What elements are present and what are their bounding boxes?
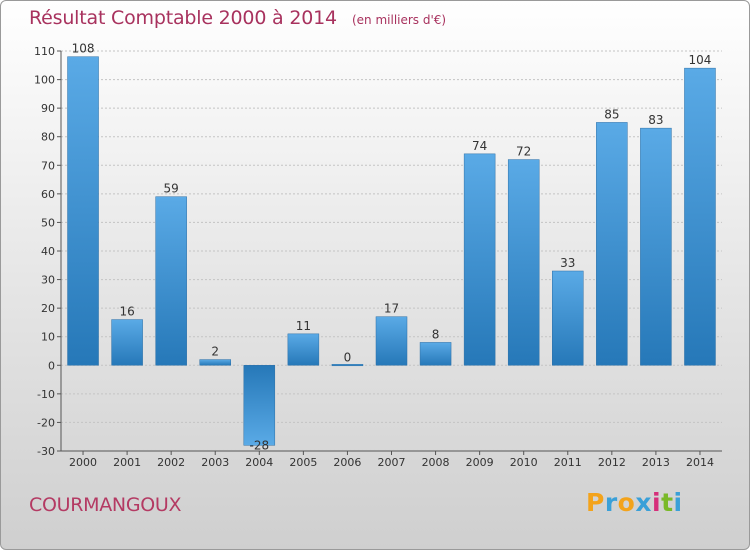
y-tick-label: -30: [37, 445, 55, 458]
bar: [67, 56, 99, 366]
bar-value-label: 59: [164, 182, 179, 196]
bar-value-label: 74: [472, 139, 487, 153]
x-tick-label: 2003: [201, 456, 229, 469]
y-tick-label: 110: [34, 45, 55, 58]
y-tick-label: 90: [41, 102, 55, 115]
x-tick-label: 2007: [378, 456, 406, 469]
bar: [596, 122, 628, 366]
y-tick-label: 60: [41, 188, 55, 201]
logo-letter: i: [673, 488, 683, 517]
y-tick-label: -10: [37, 388, 55, 401]
x-tick-label: 2013: [642, 456, 670, 469]
bar: [155, 196, 187, 366]
title-row: Résultat Comptable 2000 à 2014 (en milli…: [29, 7, 446, 29]
x-tick-label: 2006: [333, 456, 361, 469]
bar-value-label: -28: [249, 438, 269, 452]
x-tick-label: 2001: [113, 456, 141, 469]
x-tick-label: 2000: [69, 456, 97, 469]
x-tick-label: 2010: [510, 456, 538, 469]
logo-letter: o: [617, 488, 636, 517]
bar: [375, 316, 408, 366]
bar: [243, 365, 276, 446]
bar: [552, 270, 584, 366]
x-tick-label: 2009: [466, 456, 494, 469]
bar-value-label: 72: [516, 145, 531, 159]
bar: [507, 159, 540, 366]
y-tick-label: 20: [41, 302, 55, 315]
logo-letter: t: [661, 488, 674, 517]
bar-value-label: 108: [72, 42, 95, 56]
logo-letter: x: [635, 488, 652, 517]
bar-value-label: 0: [344, 350, 352, 364]
bar: [419, 342, 452, 366]
bar: [640, 127, 672, 366]
logo-letter: P: [586, 488, 605, 517]
bar-value-label: 17: [384, 302, 399, 316]
x-tick-label: 2012: [598, 456, 626, 469]
logo-letter: i: [652, 488, 662, 517]
bar: [684, 67, 716, 366]
y-tick-label: 50: [41, 216, 55, 229]
x-tick-label: 2014: [686, 456, 714, 469]
chart-subtitle: (en milliers d'€): [351, 13, 447, 27]
bar: [111, 319, 143, 366]
y-tick-label: 80: [41, 131, 55, 144]
x-tick-label: 2004: [245, 456, 273, 469]
x-tick-label: 2008: [422, 456, 450, 469]
x-tick-label: 2005: [289, 456, 317, 469]
y-tick-label: -20: [37, 416, 55, 429]
bar: [287, 333, 320, 366]
bar-value-label: 85: [604, 107, 619, 121]
chart-title: Résultat Comptable 2000 à 2014: [29, 7, 337, 29]
x-tick-label: 2011: [554, 456, 582, 469]
commune-name: COURMANGOUX: [29, 494, 182, 516]
x-tick-label: 2002: [157, 456, 185, 469]
bar-value-label: 104: [689, 53, 712, 67]
bar-value-label: 16: [119, 305, 134, 319]
y-tick-label: 40: [41, 245, 55, 258]
bar-value-label: 8: [432, 327, 440, 341]
y-tick-label: 100: [34, 74, 55, 87]
bar-value-label: 11: [296, 319, 311, 333]
bar-value-label: 33: [560, 256, 575, 270]
bar: [199, 359, 231, 366]
bar-value-label: 83: [648, 113, 663, 127]
bar-value-label: 2: [211, 345, 219, 359]
proxiti-logo: Proxiti: [586, 488, 683, 517]
y-tick-label: 10: [41, 331, 55, 344]
bar: [331, 364, 364, 367]
y-tick-label: 30: [41, 274, 55, 287]
logo-letter: r: [604, 488, 618, 517]
bar: [463, 153, 496, 366]
y-tick-label: 70: [41, 159, 55, 172]
y-tick-label: 0: [48, 359, 55, 372]
